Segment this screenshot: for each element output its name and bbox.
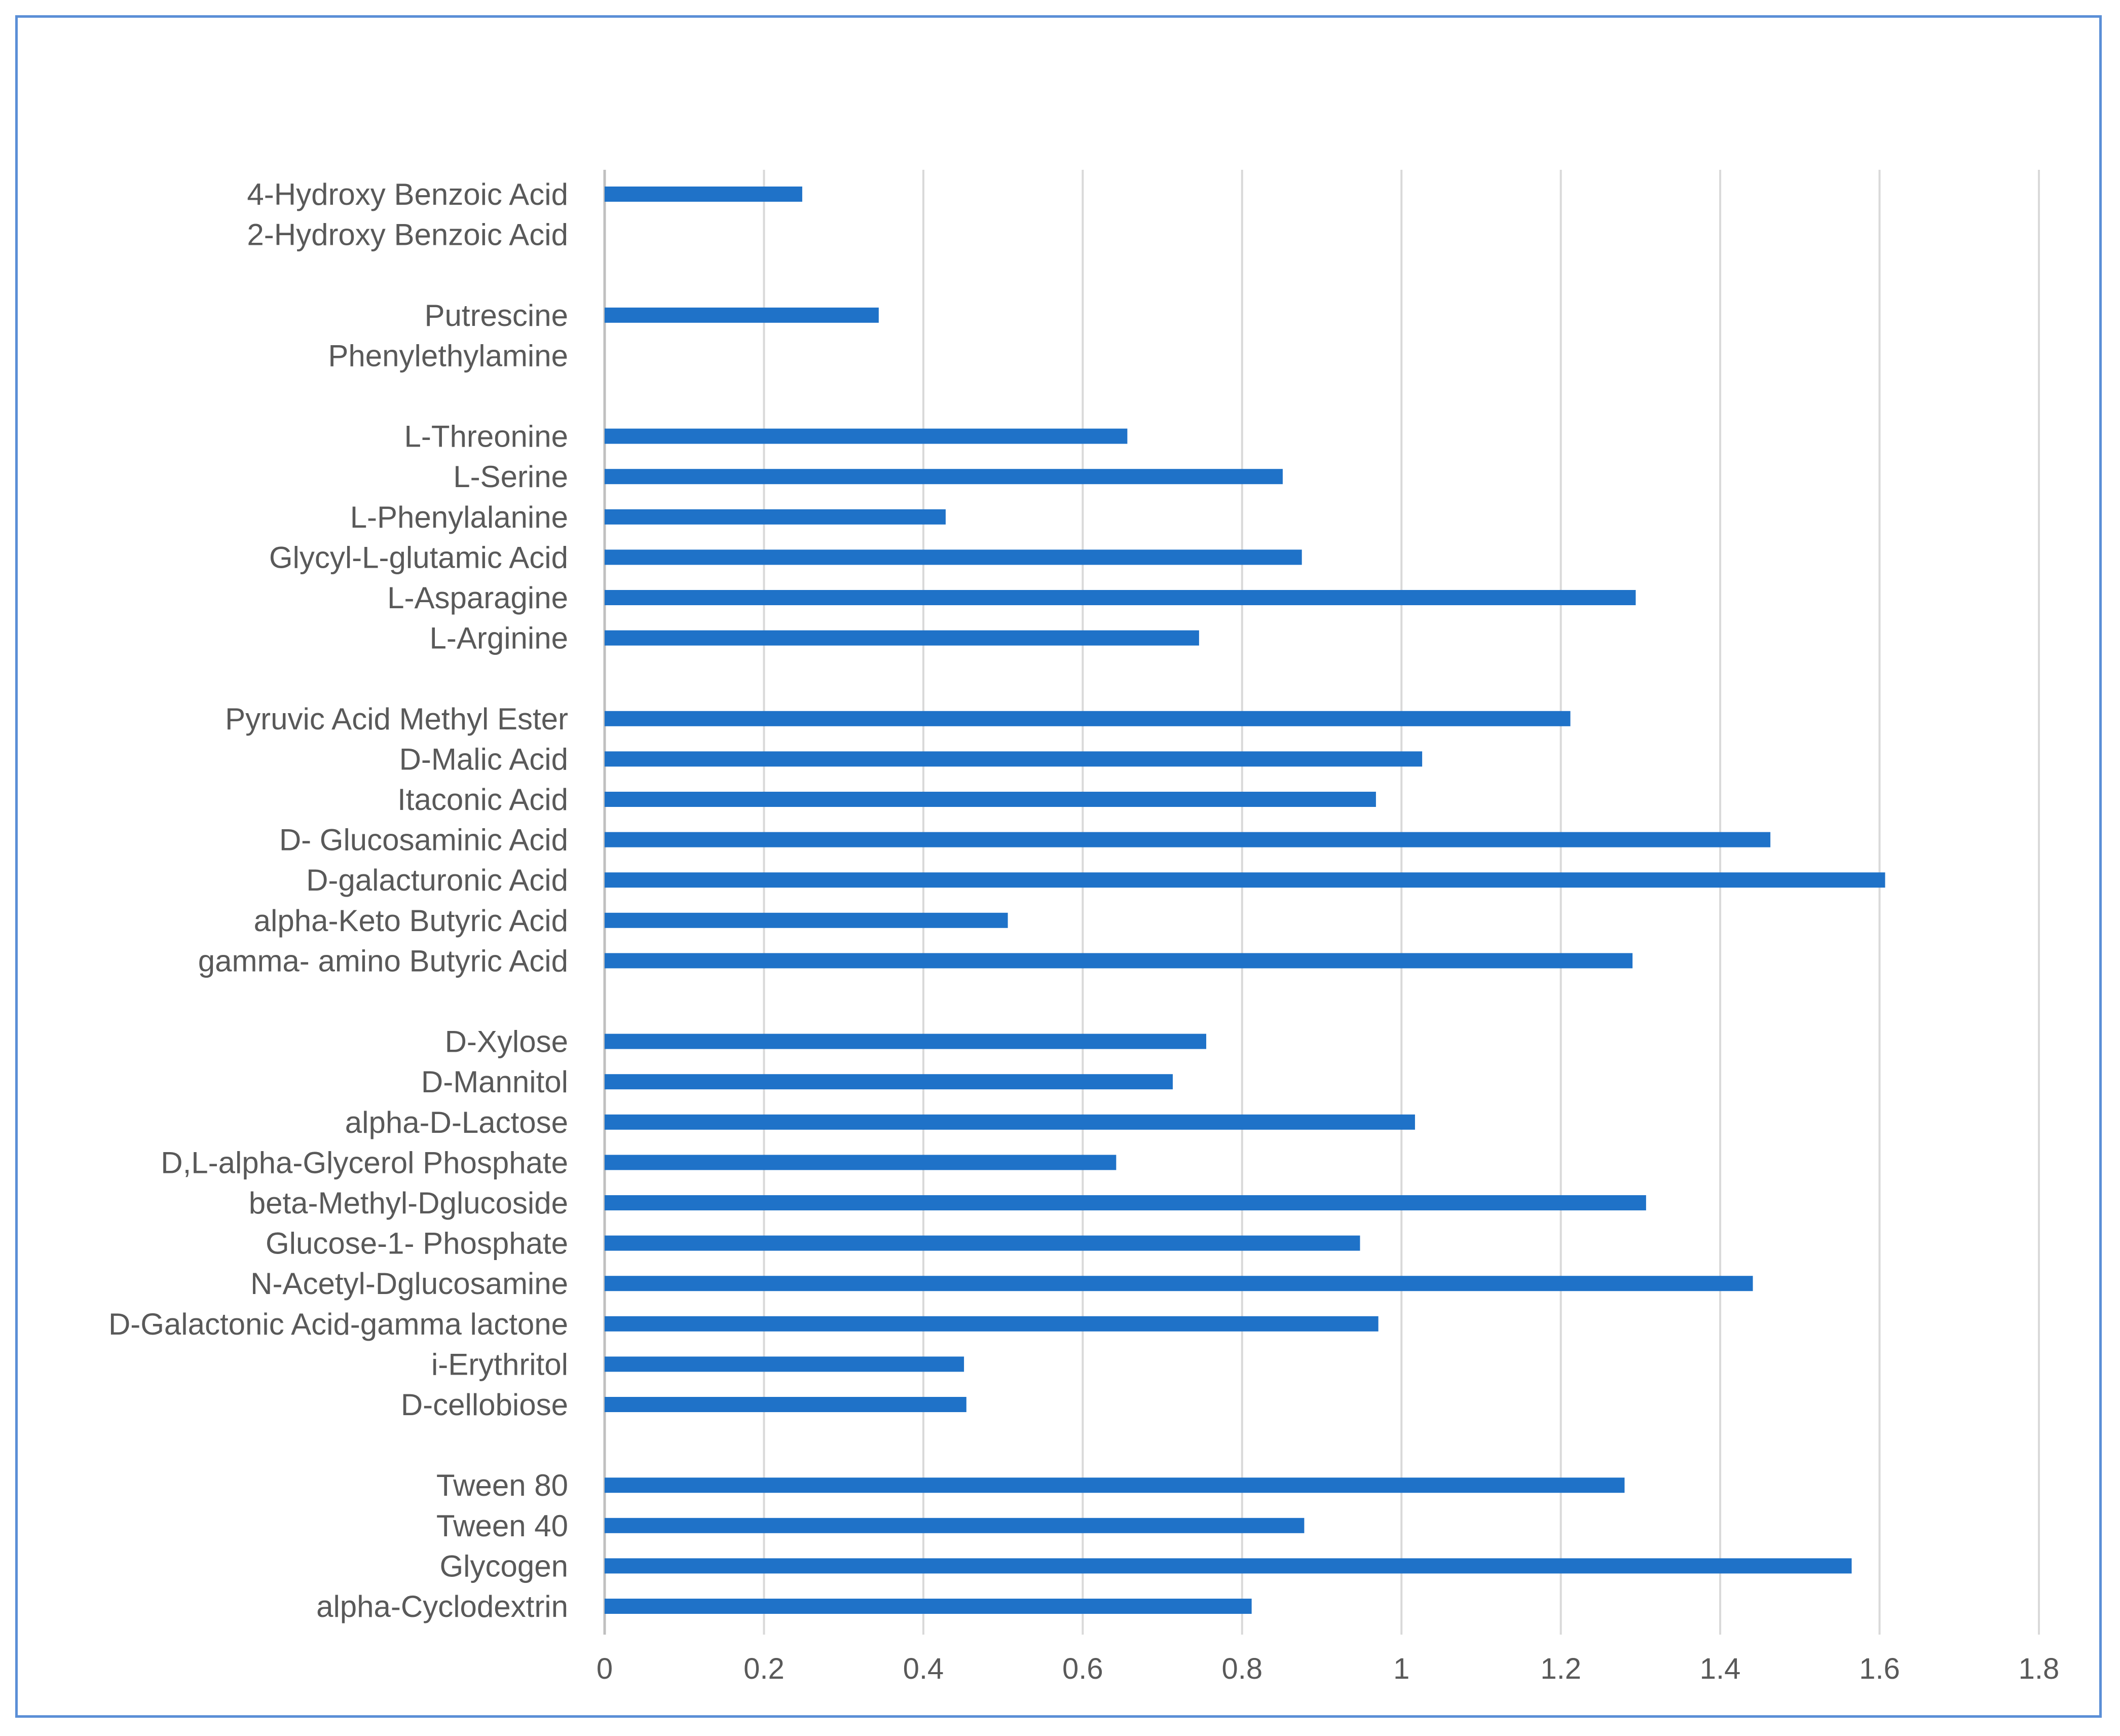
bar [605,1316,1379,1332]
x-tick-labels: 0 0.2 0.4 0.6 0.8 1 1.2 1.4 1.6 1.8 [597,1652,2059,1685]
category-label: Tween 80 [436,1468,568,1502]
bar [605,1356,964,1372]
category-label: D-Xylose [445,1025,568,1059]
category-label: gamma- amino Butyric Acid [198,944,568,978]
bar [605,751,1423,767]
bar [605,307,879,323]
gridlines [603,170,2040,1635]
bar [605,1518,1305,1533]
bar [605,1195,1646,1210]
bar [605,792,1376,807]
bar [605,1397,966,1412]
x-tick-label: 0.6 [1062,1652,1103,1685]
x-tick-label: 0 [597,1652,613,1685]
category-label: D,L-alpha-Glycerol Phosphate [161,1146,568,1179]
category-label: D-Mannitol [421,1065,568,1099]
bar [605,1558,1852,1574]
category-label: Glycogen [440,1549,568,1583]
category-label: D-galacturonic Acid [306,863,568,897]
category-label: 4-Hydroxy Benzoic Acid [247,177,568,211]
bar [605,1114,1415,1130]
x-tick-label: 1 [1393,1652,1409,1685]
bar [605,1599,1252,1614]
bar [605,630,1199,646]
bar [605,832,1771,847]
bar [605,428,1128,444]
category-label: D-cellobiose [401,1388,568,1422]
x-tick-label: 0.4 [903,1652,944,1685]
category-label: Tween 40 [436,1509,568,1543]
category-label: 2-Hydroxy Benzoic Acid [247,218,568,252]
category-labels: 4-Hydroxy Benzoic Acid 2-Hydroxy Benzoic … [108,177,568,1623]
category-label: i-Erythritol [431,1347,568,1381]
bar [605,1235,1360,1251]
x-tick-label: 1.6 [1859,1652,1900,1685]
category-label: alpha-Keto Butyric Acid [254,904,568,938]
bar [605,1155,1117,1170]
category-label: Glycyl-L-glutamic Acid [269,540,568,574]
x-tick-label: 1.2 [1540,1652,1581,1685]
category-label: beta-Methyl-Dglucoside [249,1186,568,1220]
category-label: alpha-D-Lactose [345,1105,568,1139]
bar [605,469,1283,485]
category-label: Phenylethylamine [328,339,568,373]
bar [605,872,1885,888]
bar [605,711,1571,726]
category-label: D-Malic Acid [399,742,568,776]
bar [605,590,1636,605]
category-label: Pyruvic Acid Methyl Ester [225,702,568,736]
category-label: alpha-Cyclodextrin [316,1590,568,1623]
bar [605,1033,1207,1049]
bar [605,549,1302,565]
bars [605,187,1885,1614]
category-label: D-Galactonic Acid-gamma lactone [108,1307,568,1341]
category-label: Putrescine [425,299,568,333]
bar [605,912,1008,928]
category-label: Itaconic Acid [397,783,568,817]
bar [605,187,802,202]
category-label: L-Threonine [404,420,568,454]
bar [605,1276,1753,1291]
x-tick-label: 1.8 [2019,1652,2060,1685]
category-label: Glucose-1- Phosphate [266,1227,568,1261]
bar [605,1478,1625,1493]
category-label: L-Asparagine [387,581,568,615]
bar [605,953,1633,969]
x-tick-label: 1.4 [1700,1652,1741,1685]
bar [605,509,946,525]
category-label: L-Phenylalanine [350,500,568,534]
category-label: N-Acetyl-Dglucosamine [250,1267,568,1301]
category-label: L-Serine [453,460,568,494]
chart-frame: 4-Hydroxy Benzoic Acid 2-Hydroxy Benzoic … [15,15,2102,1718]
bar-chart: 4-Hydroxy Benzoic Acid 2-Hydroxy Benzoic … [108,170,2059,1685]
category-label: D- Glucosaminic Acid [279,823,568,857]
bar [605,1074,1173,1090]
x-tick-label: 0.2 [743,1652,785,1685]
category-label: L-Arginine [430,621,569,655]
x-tick-label: 0.8 [1221,1652,1262,1685]
